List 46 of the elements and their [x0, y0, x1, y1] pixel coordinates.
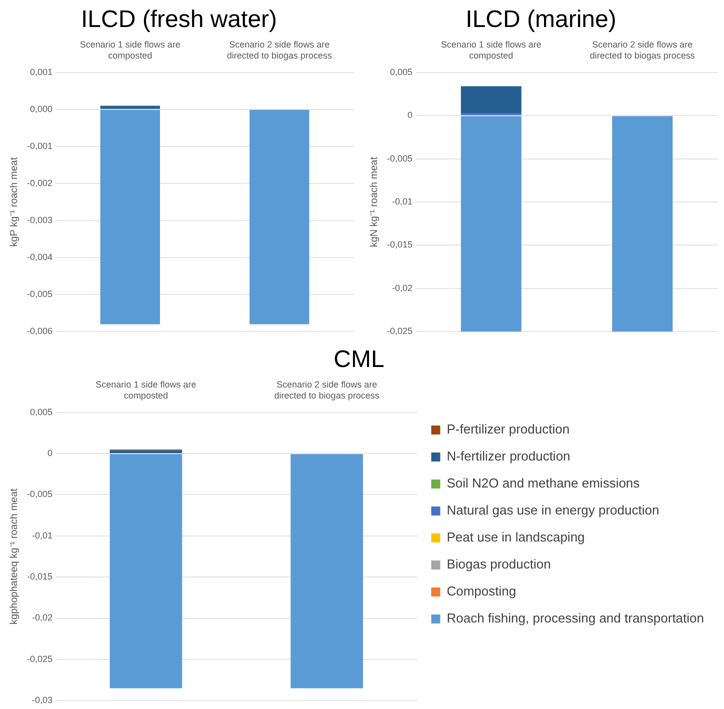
y-tick-label: 0,005 — [390, 66, 413, 77]
y-tick-label: -0,015 — [386, 240, 413, 250]
y-tick-label: -0,02 — [392, 282, 413, 293]
legend-label: Composting — [446, 584, 516, 599]
chart-title: ILCD (marine) — [466, 6, 616, 34]
y-tick-label: -0,015 — [26, 572, 53, 582]
y-tick-label: -0,001 — [26, 140, 53, 151]
legend-label: Biogas production — [446, 556, 551, 572]
x-tick-label: Scenario 2 side flows are directed to biogas process — [226, 40, 332, 60]
legend-label: Peat use in landscaping — [446, 530, 585, 545]
y-tick-label: 0,005 — [30, 406, 53, 417]
x-tick-label: Scenario 2 side flows are directed to biogas process — [590, 40, 696, 60]
y-axis-title: kgP kg⁻¹ roach meat — [8, 157, 20, 247]
x-tick-label: Scenario 2 side flows are directed to biogas process — [274, 380, 380, 400]
x-tick-label: Scenario 1 side flows are composted — [440, 40, 542, 60]
y-tick-label: 0,000 — [30, 104, 53, 114]
y-axis-title: kgN kg⁻¹ roach meat — [368, 156, 380, 248]
legend-label: N-fertilizer production — [446, 448, 570, 464]
chart-title: ILCD (fresh water) — [80, 6, 278, 34]
y-tick-label: -0,03 — [32, 695, 53, 706]
chart-title: CML — [334, 346, 384, 374]
y-tick-label: -0,005 — [386, 153, 413, 164]
y-tick-label: 0 — [48, 448, 53, 458]
y-tick-label: -0,004 — [26, 252, 53, 262]
legend-label: Roach fishing, processing and transportation — [446, 610, 704, 626]
y-tick-label: -0,002 — [26, 178, 53, 188]
bar — [460, 116, 522, 332]
x-tick-label: Scenario 1 side flows are composted — [80, 40, 180, 60]
y-tick-label: -0,025 — [26, 654, 53, 664]
y-tick-label: -0,01 — [32, 530, 53, 540]
y-tick-label: -0,025 — [386, 326, 413, 336]
legend-label: P-fertilizer production — [446, 422, 570, 437]
y-tick-label: -0,01 — [392, 196, 413, 206]
bar — [460, 86, 522, 114]
y-tick-label: -0,005 — [26, 289, 53, 300]
x-tick-label: Scenario 1 side flows are composted — [96, 380, 196, 400]
y-tick-label: -0,02 — [32, 612, 53, 623]
bar — [612, 116, 673, 332]
y-tick-label: 0 — [408, 110, 413, 120]
legend-label: Soil N2O and methane emissions — [446, 476, 640, 491]
y-tick-label: -0,003 — [26, 215, 53, 225]
y-axis-title: kgphophateeq kg⁻¹ roach meat — [8, 488, 20, 624]
y-tick-label: -0,006 — [26, 326, 53, 336]
legend-label: Natural gas use in energy production — [446, 502, 660, 518]
y-tick-label: -0,005 — [26, 489, 53, 500]
y-tick-label: 0,001 — [30, 66, 53, 77]
